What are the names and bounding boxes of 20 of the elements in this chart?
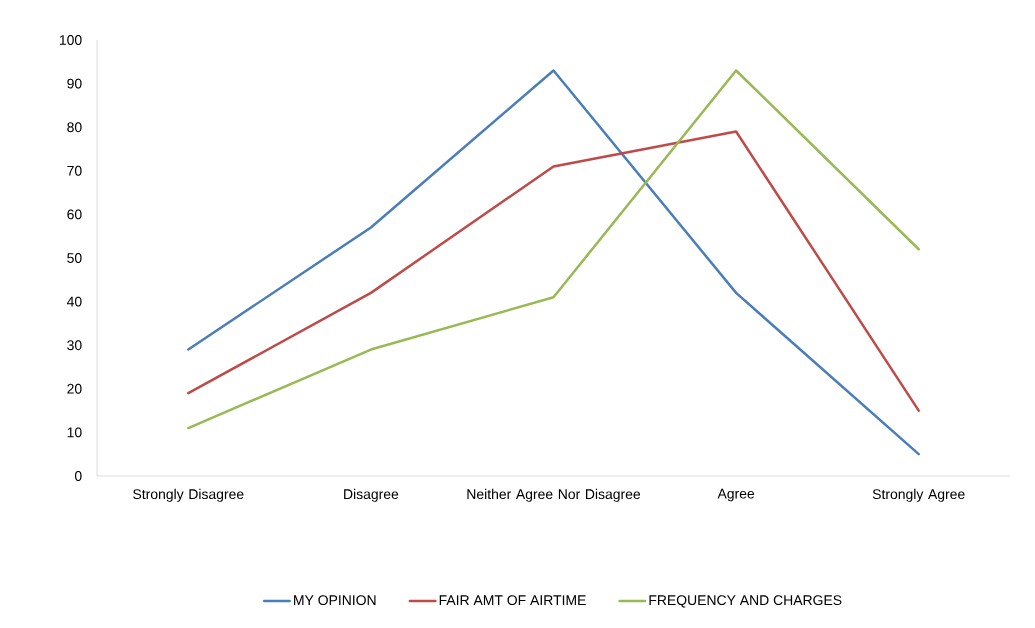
y-tick-label: 30 xyxy=(67,340,82,351)
legend-label: FREQUENCY AND CHARGES xyxy=(649,595,842,608)
y-tick-label: 40 xyxy=(66,296,82,307)
legend-label: FAIR AMT OF AIRTIME xyxy=(439,595,586,606)
x-tick-label: Neither Agree Nor Disagree xyxy=(467,488,641,502)
x-tick-label: Strongly Disagree xyxy=(133,488,244,502)
y-tick-label: 60 xyxy=(67,209,82,220)
y-tick-label: 10 xyxy=(67,427,82,438)
legend-label: MY OPINION xyxy=(294,595,376,606)
x-tick-label: Agree xyxy=(717,488,755,502)
y-tick-label: 80 xyxy=(67,122,82,133)
x-tick-label: Strongly Agree xyxy=(872,488,965,502)
line-series xyxy=(187,130,920,412)
y-tick-label: 70 xyxy=(67,165,82,176)
y-tick-label: 100 xyxy=(59,35,82,45)
y-tick-label: 90 xyxy=(67,78,82,89)
y-tick-label: 0 xyxy=(74,471,82,481)
x-tick-label: Disagree xyxy=(344,488,399,502)
y-tick-label: 50 xyxy=(67,253,82,263)
y-tick-label: 20 xyxy=(67,383,82,394)
